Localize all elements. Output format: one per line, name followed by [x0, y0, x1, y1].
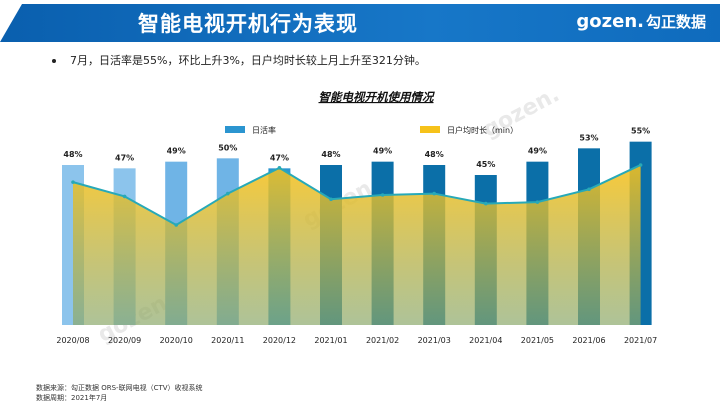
x-tick-label: 2021/05	[521, 336, 554, 345]
data-label: 47%	[115, 153, 134, 162]
x-tick-label: 2021/06	[572, 336, 605, 345]
data-label: 53%	[579, 133, 598, 142]
area-point	[277, 166, 282, 170]
data-label: 55%	[631, 127, 650, 136]
logo-text: gozen.	[576, 11, 644, 32]
chart-title: 智能电视开机使用情况	[319, 90, 435, 104]
area-point	[122, 194, 127, 199]
summary-bullet: 7月，日活率是55%，环比上升3%，日户均时长较上月上升至321分钟。	[52, 52, 426, 68]
area-point	[484, 201, 488, 206]
legend: 日活率 日户均时长（min）	[225, 125, 518, 135]
header-bar	[0, 4, 720, 42]
data-label: 48%	[321, 150, 340, 159]
bullet-dot	[52, 59, 56, 63]
area-line	[72, 164, 642, 227]
x-tick-label: 2021/04	[469, 336, 502, 345]
area-point	[432, 191, 437, 196]
area-point	[329, 197, 333, 202]
area-fill	[73, 165, 641, 325]
footer-period: 数据周期：2021年7月	[36, 394, 108, 402]
data-label: 49%	[167, 147, 186, 156]
legend-swatch-bars	[225, 126, 245, 133]
area-point	[226, 191, 230, 196]
x-tick-label: 2020/09	[108, 336, 141, 345]
footer: 数据来源：勾正数据 ORS-联网电视（CTV）收视系统 数据周期：2021年7月	[36, 383, 203, 403]
legend-label-bars: 日活率	[252, 125, 276, 135]
legend-swatch-area	[420, 126, 440, 133]
area-series	[71, 163, 643, 325]
footer-source: 数据来源：勾正数据 ORS-联网电视（CTV）收视系统	[36, 384, 203, 392]
area-point	[638, 163, 643, 167]
gozen-logo: gozen. 勾正数据	[576, 11, 706, 32]
data-label: 49%	[373, 147, 392, 156]
area-point	[535, 200, 540, 204]
area-point	[587, 187, 591, 192]
data-label: 45%	[476, 160, 495, 169]
x-tick-label: 2021/03	[418, 336, 451, 345]
area-point	[71, 180, 75, 184]
x-tick-label: 2020/11	[211, 336, 244, 345]
x-tick-label: 2020/12	[263, 336, 296, 345]
header-cut	[0, 4, 22, 42]
x-tick-label: 2020/08	[56, 336, 89, 345]
data-label: 49%	[528, 147, 547, 156]
area-point	[174, 223, 178, 227]
logo-cn: 勾正数据	[645, 13, 706, 31]
data-label: 48%	[425, 150, 444, 159]
x-tick-label: 2021/01	[314, 336, 347, 345]
data-label: 50%	[218, 143, 237, 152]
chart: 智能电视开机使用情况 日活率 日户均时长（min） 48% 47% 49% 50% 47%…	[56, 90, 657, 345]
data-label: 48%	[63, 150, 82, 159]
area-point	[380, 193, 385, 197]
data-labels: 48% 47% 49% 50% 47% 48% 49% 48% 45% 49% 53% 55%	[63, 127, 650, 169]
page-title: 智能电视开机行为表现	[138, 12, 358, 36]
data-label: 47%	[270, 153, 289, 162]
x-tick-labels: 2020/08 2020/09 2020/10 2020/11 2020/12 2021/…	[56, 336, 657, 345]
x-tick-label: 2021/07	[624, 336, 657, 345]
x-tick-label: 2021/02	[366, 336, 399, 345]
header: 智能电视开机行为表现 gozen. 勾正数据	[0, 4, 720, 42]
summary-text: 7月，日活率是55%，环比上升3%，日户均时长较上月上升至321分钟。	[70, 54, 426, 67]
legend-label-area: 日户均时长（min）	[447, 125, 518, 135]
x-tick-label: 2020/10	[160, 336, 193, 345]
